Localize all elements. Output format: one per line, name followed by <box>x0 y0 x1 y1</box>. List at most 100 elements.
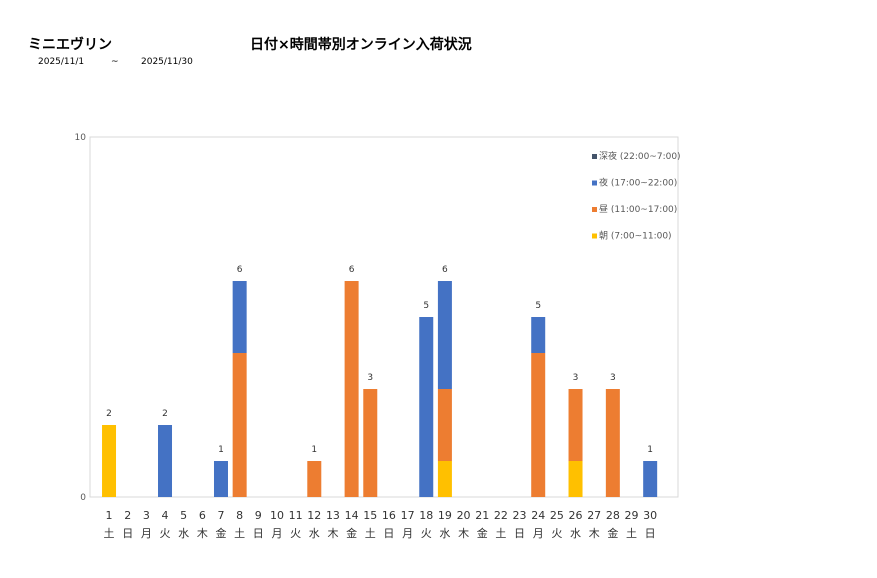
x-weekday-label: 金 <box>477 526 488 540</box>
x-weekday-label: 土 <box>104 527 115 540</box>
bar-segment <box>419 317 434 497</box>
data-label: 3 <box>367 373 373 383</box>
bar-segment <box>232 281 247 353</box>
legend-label: 夜 (17:00~22:00) <box>599 177 677 189</box>
x-tick-label: 13 <box>326 509 340 522</box>
legend-label: 昼 (11:00~17:00) <box>599 204 677 215</box>
x-tick-label: 16 <box>382 509 396 522</box>
plot-frame <box>89 136 679 498</box>
x-weekday-label: 月 <box>141 527 152 540</box>
x-tick-label: 18 <box>419 509 433 522</box>
x-weekday-label: 金 <box>215 526 226 540</box>
x-tick-label: 1 <box>106 509 113 522</box>
data-label: 2 <box>106 409 112 419</box>
date-to: 2025/11/30 <box>141 57 193 67</box>
x-tick-label: 20 <box>457 509 471 522</box>
x-tick-label: 19 <box>438 509 452 522</box>
legend-swatch <box>592 154 597 159</box>
x-weekday-label: 木 <box>197 527 208 540</box>
legend-label: 深夜 (22:00~7:00) <box>599 150 681 162</box>
x-tick-label: 29 <box>625 509 639 522</box>
x-weekday-label: 月 <box>402 527 413 540</box>
x-tick-label: 7 <box>217 509 224 522</box>
x-tick-label: 25 <box>550 509 564 522</box>
x-weekday-label: 日 <box>253 527 264 540</box>
x-weekday-label: 土 <box>365 527 376 540</box>
legend-swatch <box>592 207 597 212</box>
x-weekday-label: 火 <box>290 527 301 540</box>
x-tick-label: 5 <box>180 509 187 522</box>
x-weekday-label: 木 <box>327 527 338 540</box>
x-weekday-label: 土 <box>234 527 245 540</box>
data-label: 6 <box>349 265 355 275</box>
x-tick-label: 9 <box>255 509 262 522</box>
x-tick-label: 26 <box>569 509 583 522</box>
x-weekday-label: 土 <box>626 527 637 540</box>
x-weekday-label: 水 <box>570 527 581 540</box>
x-weekday-label: 日 <box>122 527 133 540</box>
data-label: 2 <box>162 409 168 419</box>
x-weekday-label: 火 <box>160 527 171 540</box>
x-weekday-label: 水 <box>309 527 320 540</box>
x-weekday-label: 水 <box>178 527 189 540</box>
x-weekday-label: 日 <box>383 527 394 540</box>
legend-swatch <box>592 180 597 186</box>
x-weekday-label: 火 <box>421 527 432 540</box>
x-weekday-label: 日 <box>514 527 525 540</box>
x-tick-label: 30 <box>643 509 657 522</box>
x-tick-label: 17 <box>401 509 415 522</box>
bar-segment <box>232 353 247 497</box>
bar-segment <box>531 317 546 353</box>
date-tilde: ~ <box>111 57 119 67</box>
x-weekday-label: 木 <box>458 527 469 540</box>
bar-segment <box>605 389 620 497</box>
x-tick-label: 14 <box>345 509 359 522</box>
x-tick-label: 3 <box>143 509 150 522</box>
bar-segment <box>437 281 452 389</box>
x-weekday-label: 水 <box>439 527 450 540</box>
x-weekday-label: 土 <box>495 527 506 540</box>
data-label: 1 <box>311 445 317 455</box>
x-weekday-label: 月 <box>271 527 282 540</box>
x-weekday-label: 火 <box>551 527 562 540</box>
chart-title: 日付×時間帯別オンライン入荷状況 <box>250 37 472 53</box>
x-tick-label: 24 <box>531 509 545 522</box>
bar-segment <box>213 461 228 497</box>
legend-swatch <box>592 233 597 239</box>
x-tick-label: 23 <box>513 509 527 522</box>
x-weekday-label: 月 <box>533 527 544 540</box>
x-tick-label: 10 <box>270 509 284 522</box>
store-name: ミニエヴリン <box>28 37 112 53</box>
bar-segment <box>531 353 546 497</box>
x-weekday-label: 日 <box>645 527 656 540</box>
x-tick-label: 11 <box>289 509 303 522</box>
bar-segment <box>102 425 117 497</box>
x-tick-label: 6 <box>199 509 206 522</box>
x-weekday-label: 金 <box>607 526 618 540</box>
x-tick-label: 15 <box>363 509 377 522</box>
date-from: 2025/11/1 <box>38 57 85 67</box>
data-label: 5 <box>535 301 541 311</box>
x-tick-label: 12 <box>307 509 321 522</box>
data-label: 6 <box>442 265 448 275</box>
x-weekday-label: 木 <box>589 527 600 540</box>
data-label: 1 <box>647 445 653 455</box>
x-tick-label: 27 <box>587 509 601 522</box>
y-tick-label: 10 <box>75 133 87 143</box>
x-weekday-label: 金 <box>346 526 357 540</box>
x-tick-label: 2 <box>124 509 131 522</box>
legend-label: 朝 (7:00~11:00) <box>599 231 672 242</box>
data-label: 5 <box>423 301 429 311</box>
x-tick-label: 8 <box>236 509 243 522</box>
bar-segment <box>158 425 173 497</box>
x-tick-label: 21 <box>475 509 489 522</box>
bar-segment <box>568 461 583 497</box>
data-label: 6 <box>237 265 243 275</box>
y-tick-label: 0 <box>80 493 86 503</box>
bar-segment <box>437 389 452 461</box>
x-tick-label: 4 <box>162 509 169 522</box>
bar-segment <box>568 389 583 461</box>
x-tick-label: 22 <box>494 509 508 522</box>
data-label: 3 <box>610 373 616 383</box>
